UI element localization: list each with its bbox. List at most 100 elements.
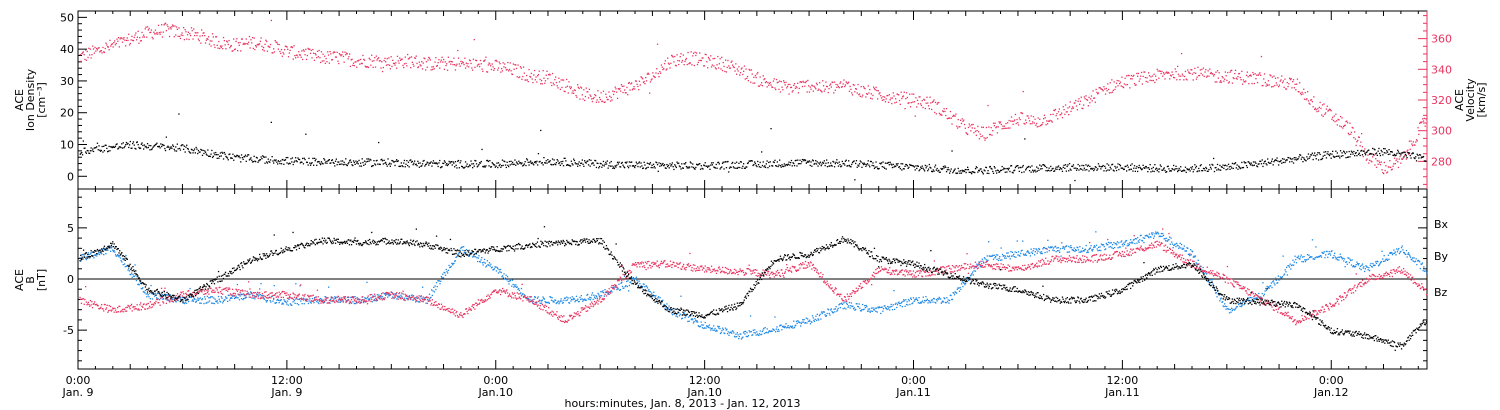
density-point-set-point [875, 161, 877, 163]
by-point-set-point [279, 299, 282, 301]
velocity-point-set-point [916, 99, 919, 101]
by-point-set-point [226, 297, 228, 299]
density-point-set-point [432, 160, 435, 162]
by-point-set-point [499, 271, 501, 273]
velocity-point-set-point [977, 125, 979, 128]
density-point-set-point [1184, 166, 1187, 168]
velocity-point-set-point [826, 85, 828, 88]
density-point-set-point [304, 158, 306, 161]
density-point-set-point [1191, 166, 1194, 168]
density-point-set-point [770, 128, 772, 130]
by-point-set-point [301, 303, 303, 305]
density-point-set-point [345, 158, 347, 160]
density-point-set-point [781, 164, 783, 166]
velocity-point-set-point [663, 68, 665, 70]
density-point-set-point [210, 153, 212, 155]
by-point-set-point [607, 292, 610, 295]
by-point-set-point [736, 336, 738, 338]
density-point-set-point [1038, 169, 1040, 171]
velocity-point-set-point [883, 99, 885, 101]
by-point-set-point [195, 300, 197, 303]
by-point-set-point [591, 292, 594, 294]
density-point-set-point [692, 166, 695, 169]
velocity-point-set-point [874, 89, 876, 91]
by-point-set-point [605, 291, 608, 294]
velocity-point-set-point [989, 133, 991, 136]
density-point-set-point [1224, 164, 1226, 166]
density-point-set-point [726, 161, 728, 163]
density-point-set-point [288, 162, 290, 164]
velocity-point-set-point [247, 43, 249, 45]
velocity-point-set-point [601, 100, 603, 103]
velocity-point-set-point [845, 81, 847, 83]
density-point-set-point [207, 149, 209, 151]
velocity-point-set-point [523, 72, 525, 74]
density-point-set-point [791, 165, 793, 167]
by-point-set-point [559, 301, 561, 303]
velocity-point-set-point [222, 36, 225, 39]
velocity-point-set-point [494, 60, 496, 62]
density-point-set-point [704, 162, 706, 164]
density-point-set-point [1126, 164, 1129, 166]
density-point-set-point [1163, 167, 1165, 169]
velocity-point-set-point [476, 65, 478, 67]
velocity-point-set-point [1162, 72, 1165, 74]
velocity-point-set-point [295, 57, 297, 59]
by-point-set-point [486, 265, 488, 267]
density-point-set-point [840, 165, 843, 167]
density-point-set-point [1195, 165, 1198, 167]
velocity-point-set-point [830, 86, 832, 88]
velocity-point-set-point [662, 68, 664, 71]
velocity-point-set-point [1218, 72, 1220, 74]
velocity-point-set-point [1252, 73, 1255, 76]
velocity-point-set-point [91, 54, 93, 56]
by-point-set-point [94, 254, 96, 257]
velocity-point-set-point [185, 31, 187, 33]
velocity-point-set-point [743, 70, 745, 72]
velocity-point-set-point [1277, 77, 1279, 79]
density-point-set-point [194, 152, 196, 154]
velocity-point-set-point [433, 68, 435, 70]
velocity-point-set-point [1245, 80, 1247, 82]
density-point-set-point [220, 155, 222, 157]
density-point-set-point [273, 162, 275, 164]
velocity-point-set-point [926, 96, 928, 98]
density-point-set-point [396, 159, 398, 161]
velocity-point-set-point [576, 96, 578, 98]
velocity-point-set-point [1201, 68, 1203, 71]
density-point-set-point [954, 168, 956, 170]
density-point-set-point [573, 159, 576, 162]
density-point-set-point [959, 172, 961, 174]
density-point-set-point [1072, 164, 1075, 166]
by-point-set-point [807, 318, 809, 320]
by-point-set-point [463, 246, 465, 248]
density-point-set-point [858, 165, 860, 167]
density-point-set-point [917, 165, 919, 167]
by-point-set-point [623, 287, 625, 289]
velocity-point-set-point [1390, 169, 1393, 171]
velocity-point-set-point [1220, 80, 1222, 82]
by-point-set-point [477, 257, 479, 259]
density-point-set-point [317, 160, 319, 163]
velocity-point-set-point [592, 98, 594, 100]
density-point-set-point [508, 165, 510, 168]
density-point-set-point [756, 165, 758, 168]
density-point-set-point [1289, 157, 1292, 159]
by-point-set-point [140, 282, 142, 284]
velocity-point-set-point [793, 84, 795, 86]
velocity-point-set-point [436, 64, 438, 67]
density-point-set-point [433, 162, 435, 164]
velocity-point-set-point [538, 70, 540, 72]
by-point-set-point [616, 287, 619, 289]
density-point-set-point [814, 162, 816, 165]
velocity-point-set-point [349, 53, 351, 55]
velocity-point-set-point [1318, 106, 1320, 108]
by-point-set-point [722, 328, 724, 331]
by-point-set-point [708, 326, 710, 329]
velocity-point-set-point [766, 86, 768, 88]
density-point-set-point [167, 145, 169, 147]
density-point-set-point [439, 167, 442, 169]
velocity-point-set-point [1408, 140, 1411, 142]
density-point-set-point [457, 160, 459, 162]
density-point-set-point [569, 165, 572, 167]
